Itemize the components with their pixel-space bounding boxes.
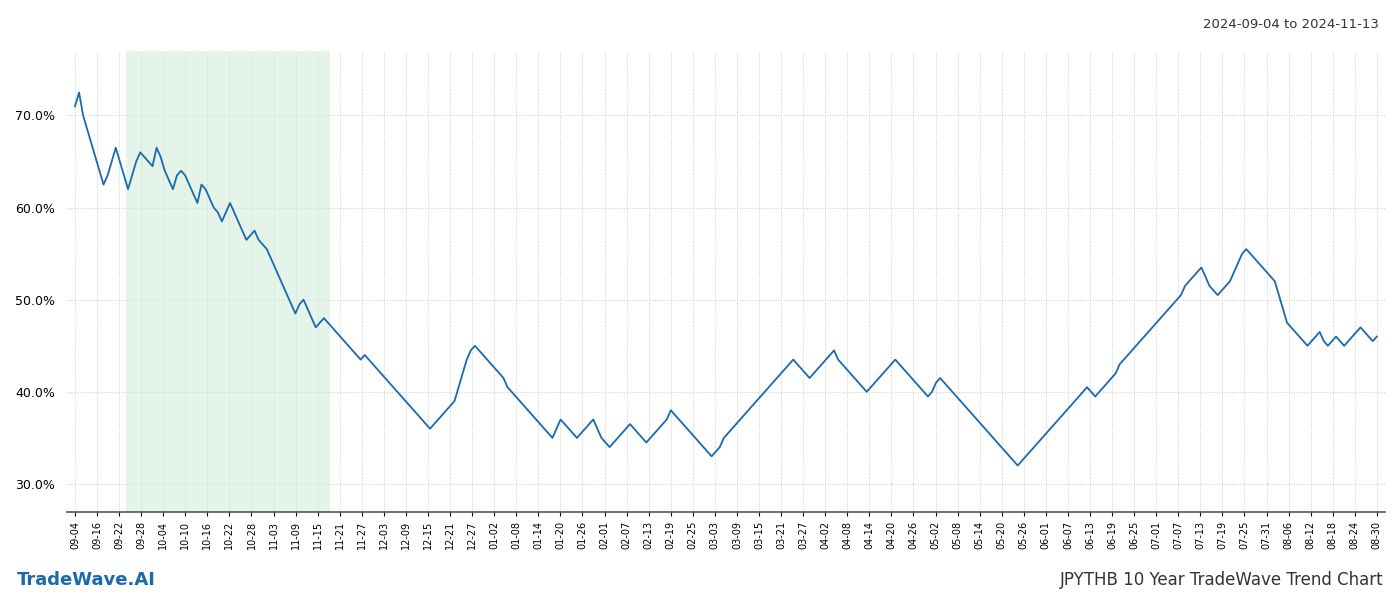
Bar xyxy=(126,51,329,512)
Text: 2024-09-04 to 2024-11-13: 2024-09-04 to 2024-11-13 xyxy=(1203,18,1379,31)
Text: TradeWave.AI: TradeWave.AI xyxy=(17,571,155,589)
Text: JPYTHB 10 Year TradeWave Trend Chart: JPYTHB 10 Year TradeWave Trend Chart xyxy=(1060,571,1383,589)
